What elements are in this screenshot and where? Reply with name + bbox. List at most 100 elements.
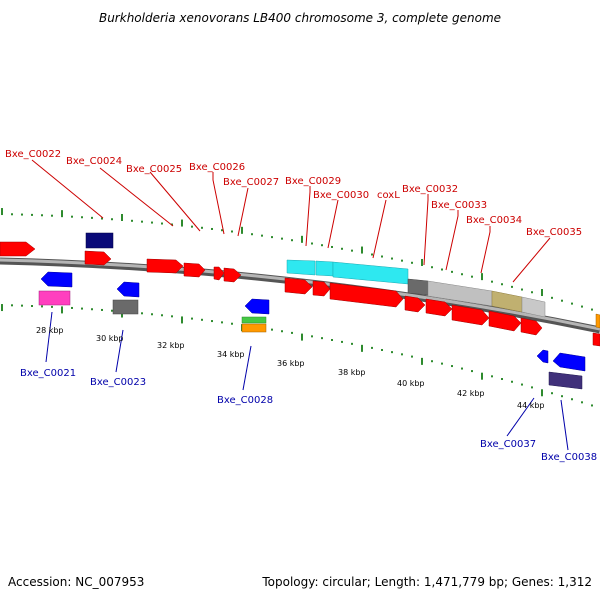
- tick-mark: [551, 392, 553, 395]
- scale-label-40: 40 kbp: [397, 379, 425, 388]
- leader-bxe-c0033: [445, 210, 459, 271]
- gene-coxl[interactable]: [332, 261, 409, 285]
- label-bxe-c0029[interactable]: Bxe_C0029: [285, 176, 341, 187]
- label-bxe-c0034[interactable]: Bxe_C0034: [466, 215, 522, 226]
- label-bxe-c0035[interactable]: Bxe_C0035: [526, 227, 582, 238]
- tick-mark: [291, 239, 293, 242]
- tick-mark: [561, 395, 563, 398]
- gene-bxe-c0027a[interactable]: [213, 266, 225, 281]
- label-bxe-c0028[interactable]: Bxe_C0028: [217, 395, 273, 406]
- tick-mark: [281, 237, 283, 240]
- tick-mark: [441, 362, 443, 365]
- tick-mark: [1, 208, 3, 216]
- gene-bxe-c0025[interactable]: [146, 258, 184, 274]
- tick-mark: [131, 219, 133, 222]
- tick-mark: [211, 320, 213, 323]
- label-bxe-c0032[interactable]: Bxe_C0032: [402, 184, 458, 195]
- leader-bxe-c0021: [45, 311, 53, 363]
- tick-mark: [391, 351, 393, 354]
- gene-bxe-c0026[interactable]: [183, 262, 206, 278]
- tick-mark: [201, 318, 203, 321]
- gene-fwd-inner-3[interactable]: [329, 282, 404, 308]
- label-bxe-c0024[interactable]: Bxe_C0024: [66, 156, 122, 167]
- gene-bxe-c0037[interactable]: [552, 352, 586, 372]
- scale-label-32: 32 kbp: [157, 341, 185, 350]
- gene-bxe-c0038[interactable]: [548, 371, 583, 390]
- tick-mark: [421, 357, 423, 365]
- gene-fwd-edge-2[interactable]: [592, 332, 600, 347]
- label-bxe-c0023[interactable]: Bxe_C0023: [90, 377, 146, 388]
- leader-bxe-c0023: [115, 329, 124, 373]
- gene-bxe-c0028b[interactable]: [241, 316, 267, 324]
- tick-mark: [401, 259, 403, 262]
- tick-mark: [181, 219, 183, 227]
- gene-bxe-c0027b[interactable]: [223, 267, 242, 283]
- tick-mark: [41, 214, 43, 217]
- tick-mark: [221, 321, 223, 324]
- label-bxe-c0030[interactable]: Bxe_C0030: [313, 190, 369, 201]
- tick-mark: [11, 213, 13, 216]
- leader-bxe-c0026: [212, 172, 225, 235]
- tick-mark: [561, 299, 563, 302]
- gene-bxe-c0030[interactable]: [315, 260, 334, 277]
- tick-mark: [291, 331, 293, 334]
- tick-mark: [31, 304, 33, 307]
- tick-mark: [81, 307, 83, 310]
- label-coxl[interactable]: coxL: [377, 190, 400, 201]
- gene-bxe-c0024-fwd[interactable]: [84, 250, 112, 266]
- gene-bxe-c0022[interactable]: [0, 241, 36, 257]
- tick-mark: [411, 261, 413, 264]
- tick-mark: [511, 380, 513, 383]
- label-bxe-c0027[interactable]: Bxe_C0027: [223, 177, 279, 188]
- tick-mark: [371, 253, 373, 256]
- label-bxe-c0037[interactable]: Bxe_C0037: [480, 439, 536, 450]
- tick-mark: [341, 340, 343, 343]
- scale-label-42: 42 kbp: [457, 389, 485, 398]
- tick-mark: [571, 398, 573, 401]
- gene-bxe-c0021b[interactable]: [38, 290, 71, 306]
- gene-bxe-c0023[interactable]: [116, 281, 140, 298]
- tick-mark: [531, 291, 533, 294]
- tick-mark: [91, 308, 93, 311]
- gene-bxe-c0037a[interactable]: [536, 349, 549, 364]
- label-bxe-c0038[interactable]: Bxe_C0038: [541, 452, 597, 463]
- gene-bxe-c0035[interactable]: [521, 296, 546, 318]
- leader-bxe-c0037: [506, 397, 535, 437]
- tick-mark: [161, 314, 163, 317]
- gene-bxe-c0032[interactable]: [407, 278, 429, 296]
- forward-labels: Bxe_C0022 Bxe_C0024 Bxe_C0025 Bxe_C0026 …: [5, 149, 582, 238]
- label-bxe-c0025[interactable]: Bxe_C0025: [126, 164, 182, 175]
- gene-fwd-inner-1[interactable]: [284, 277, 313, 295]
- tick-mark: [541, 289, 543, 297]
- gene-bxe-c0029[interactable]: [286, 259, 316, 276]
- label-bxe-c0033[interactable]: Bxe_C0033: [431, 200, 487, 211]
- tick-mark: [21, 213, 23, 216]
- leader-bxe-c0029: [305, 186, 311, 247]
- label-bxe-c0021[interactable]: Bxe_C0021: [20, 368, 76, 379]
- gene-fwd-inner-5[interactable]: [425, 298, 453, 317]
- label-bxe-c0026[interactable]: Bxe_C0026: [189, 162, 245, 173]
- tick-ring-outer: [1, 208, 593, 311]
- tick-mark: [191, 317, 193, 320]
- leader-bxe-c0028: [242, 345, 252, 391]
- tick-mark: [311, 335, 313, 338]
- tick-mark: [321, 244, 323, 247]
- gene-fwd-inner-8[interactable]: [520, 317, 543, 336]
- tick-mark: [541, 389, 543, 397]
- gene-bxe-c0024[interactable]: [85, 232, 114, 249]
- gene-fwd-inner-7[interactable]: [488, 310, 522, 332]
- gene-bxe-c0028c[interactable]: [241, 323, 267, 333]
- gene-bxe-c0028[interactable]: [244, 298, 270, 315]
- label-bxe-c0022[interactable]: Bxe_C0022: [5, 149, 61, 160]
- tick-mark: [591, 308, 593, 311]
- forward-genes-inner: [284, 277, 600, 347]
- gene-fwd-edge-1[interactable]: [595, 313, 600, 329]
- tick-mark: [551, 296, 553, 299]
- tick-mark: [371, 346, 373, 349]
- gene-bxe-c0023b[interactable]: [112, 299, 139, 315]
- gene-fwd-inner-2[interactable]: [312, 280, 331, 297]
- gene-fwd-inner-4[interactable]: [404, 295, 426, 313]
- gene-bxe-c0021[interactable]: [40, 271, 73, 288]
- gene-fwd-inner-6[interactable]: [451, 304, 490, 326]
